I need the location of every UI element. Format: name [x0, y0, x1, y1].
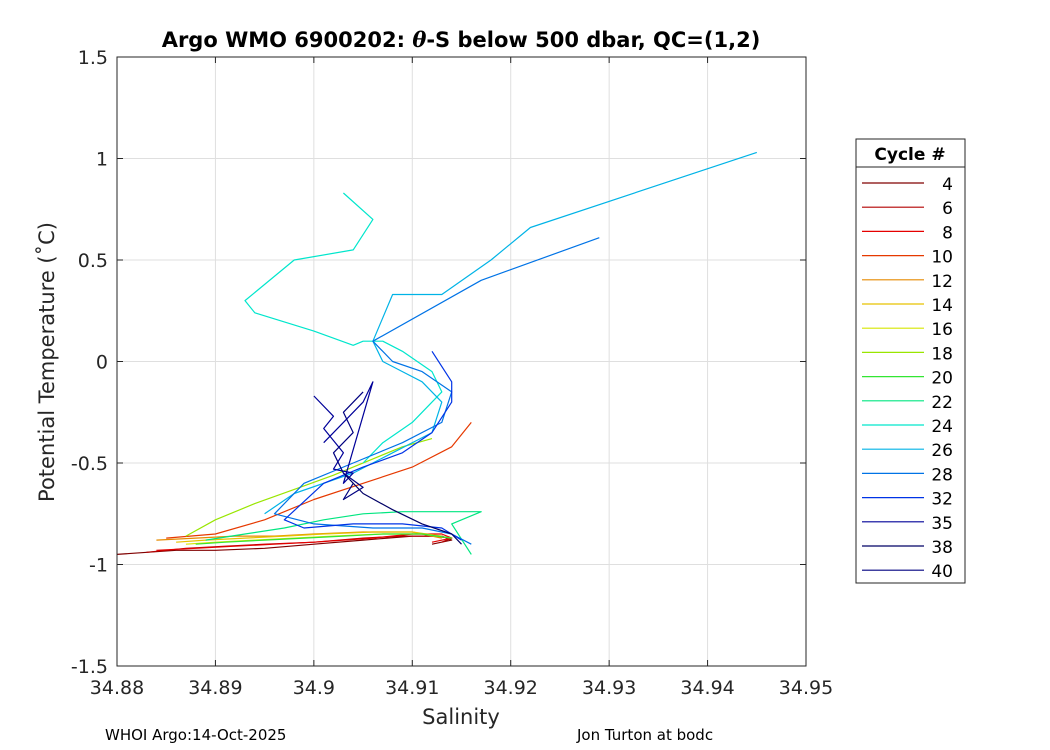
y-tick-label: -1 [89, 555, 108, 577]
series-line-cycle-35 [313, 381, 374, 484]
y-tick-label: 0.5 [78, 250, 108, 272]
x-tick-label: 34.94 [680, 677, 734, 699]
y-tick-label: -0.5 [71, 453, 108, 475]
y-axis-ticks: -1.5 -1 -0.5 0 0.5 1 1.5 [71, 47, 806, 678]
legend-label-cycle-10: 10 [931, 248, 953, 268]
series-layer [116, 151, 757, 555]
legend-title: Cycle # [874, 145, 945, 165]
legend: Cycle # 4 6 8 10 12 14 16 18 20 22 24 26 28 32 35 38 40 [855, 138, 966, 584]
x-tick-label: 34.91 [385, 677, 439, 699]
legend-label-cycle-4: 4 [942, 175, 953, 195]
legend-entries: 4 6 8 10 12 14 16 18 20 22 24 26 28 32 35 38 40 [862, 175, 953, 582]
series-line-cycle-20 [195, 533, 452, 545]
series-line-cycle-28 [273, 237, 600, 545]
x-tick-label: 34.88 [90, 677, 144, 699]
legend-label-cycle-26: 26 [931, 441, 953, 461]
series-line-cycle-40 [332, 391, 364, 501]
x-tick-label: 34.92 [484, 677, 538, 699]
legend-label-cycle-24: 24 [931, 417, 953, 437]
chart-title-theta: θ [412, 27, 426, 52]
series-line-cycle-32 [283, 350, 462, 541]
chart-title: Argo WMO 6900202: θ-S below 500 dbar, QC… [162, 27, 761, 52]
x-tick-label: 34.95 [779, 677, 833, 699]
legend-label-cycle-12: 12 [931, 272, 953, 292]
x-axis-label: Salinity [422, 705, 500, 729]
y-tick-label: 1.5 [78, 47, 108, 69]
legend-label-cycle-14: 14 [931, 296, 953, 316]
chart-title-prefix: Argo WMO 6900202: [162, 28, 413, 52]
x-axis-ticks: 34.88 34.89 34.9 34.91 34.92 34.93 34.94 34.95 [90, 57, 833, 699]
series-line-cycle-22 [205, 511, 482, 555]
legend-box [855, 138, 966, 584]
x-tick-label: 34.89 [188, 677, 242, 699]
x-tick-label: 34.93 [582, 677, 636, 699]
y-tick-label: 0 [96, 352, 108, 374]
legend-label-cycle-16: 16 [931, 320, 953, 340]
legend-label-cycle-38: 38 [931, 538, 953, 558]
series-line-cycle-10 [166, 422, 472, 539]
legend-label-cycle-18: 18 [931, 344, 953, 364]
series-line-cycle-14 [176, 531, 442, 543]
legend-label-cycle-8: 8 [942, 223, 953, 243]
legend-label-cycle-20: 20 [931, 369, 953, 389]
series-line-cycle-18 [185, 438, 433, 537]
series-line-cycle-24 [244, 192, 443, 464]
footer-left-text: WHOI Argo:14-Oct-2025 [105, 726, 287, 744]
series-line-cycle-8 [156, 533, 453, 551]
legend-label-cycle-22: 22 [931, 393, 953, 413]
footer-right-text: Jon Turton at bodc [577, 726, 714, 744]
x-tick-label: 34.9 [293, 677, 335, 699]
legend-label-cycle-28: 28 [931, 465, 953, 485]
legend-label-cycle-6: 6 [942, 199, 953, 219]
y-tick-label: 1 [96, 149, 108, 171]
legend-label-cycle-35: 35 [931, 514, 953, 534]
legend-label-cycle-32: 32 [931, 490, 953, 510]
legend-label-cycle-40: 40 [931, 562, 953, 582]
y-axis-label: Potential Temperature (˚C) [35, 222, 59, 502]
chart-title-suffix: -S below 500 dbar, QC=(1,2) [426, 28, 760, 52]
y-tick-label: -1.5 [71, 656, 108, 678]
